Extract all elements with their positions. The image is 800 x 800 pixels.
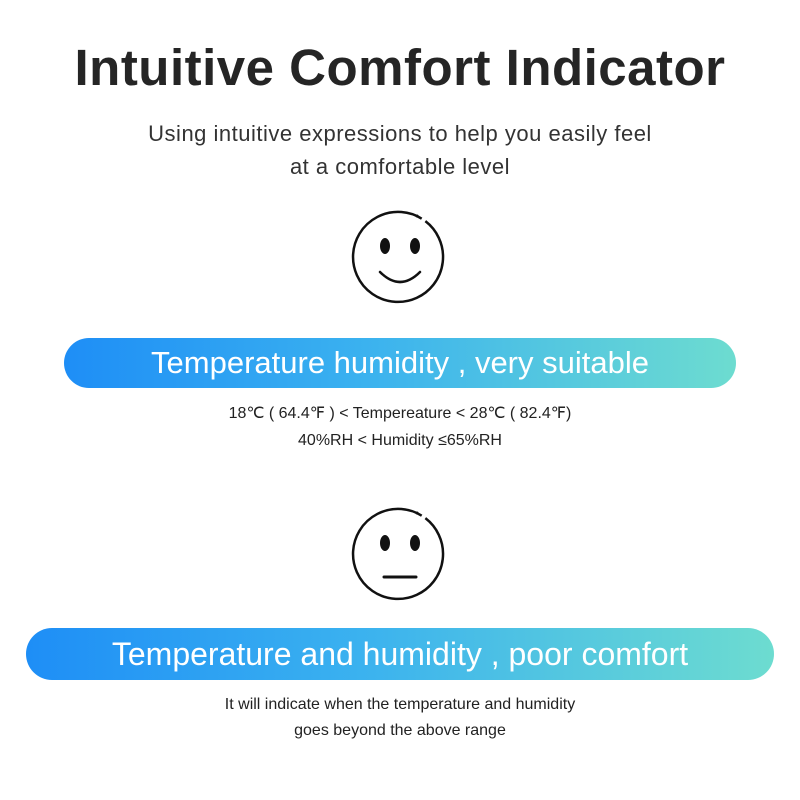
subtitle-line: Using intuitive expressions to help you …: [148, 121, 652, 146]
note-line: goes beyond the above range: [294, 722, 506, 739]
subtitle: Using intuitive expressions to help you …: [0, 117, 800, 183]
comfort-range-text: 18℃ ( 64.4℉ ) < Tempereature < 28℃ ( 82.…: [0, 400, 800, 454]
poor-comfort-banner: Temperature and humidity , poor comfort: [26, 628, 774, 680]
temperature-range: 18℃ ( 64.4℉ ) < Tempereature < 28℃ ( 82.…: [228, 405, 572, 422]
very-suitable-banner: Temperature humidity , very suitable: [64, 338, 736, 388]
humidity-range: 40%RH < Humidity ≤65%RH: [298, 432, 502, 449]
poor-comfort-note: It will indicate when the temperature an…: [0, 692, 800, 744]
note-line: It will indicate when the temperature an…: [224, 696, 576, 713]
smiley-face-icon: [351, 210, 445, 304]
subtitle-line: at a comfortable level: [289, 154, 511, 179]
neutral-face-icon: [351, 507, 445, 601]
page-title: Intuitive Comfort Indicator: [74, 39, 726, 96]
